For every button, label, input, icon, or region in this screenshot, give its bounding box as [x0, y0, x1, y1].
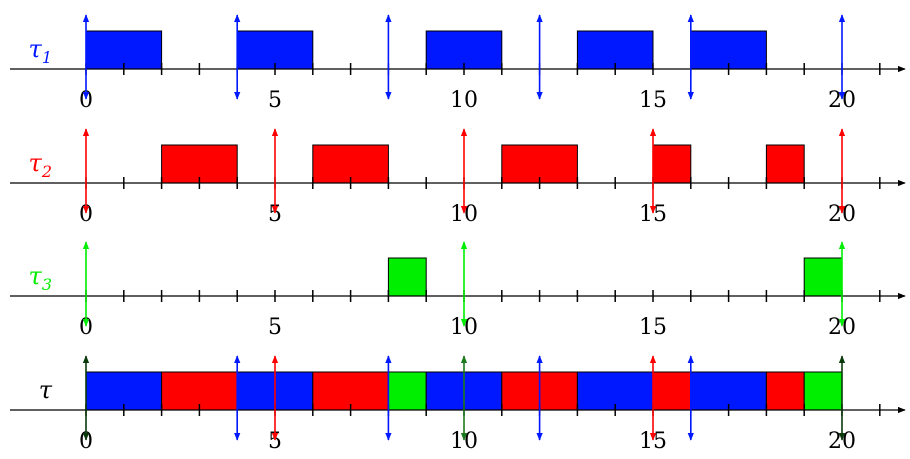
- execution-block: [387, 257, 427, 297]
- tick-label: 5: [268, 315, 282, 340]
- row-label-tau3: τ3: [29, 262, 52, 294]
- label-symbol: τ: [29, 149, 43, 177]
- label-subscript: 3: [42, 275, 52, 294]
- row-tau2: τ20 5 10 15 20: [10, 128, 906, 227]
- execution-block: [236, 30, 314, 70]
- execution-block: [425, 30, 503, 70]
- row-tau1: τ10 5 10 15 20: [10, 14, 906, 113]
- tick-label: 10: [450, 88, 478, 113]
- execution-block: [652, 371, 692, 411]
- execution-block: [576, 30, 654, 70]
- tick-label: 0: [79, 315, 93, 340]
- row-tau: τ0 5 10 15 20: [10, 355, 906, 454]
- label-subscript: 2: [41, 162, 52, 181]
- tick-label: 15: [639, 315, 667, 340]
- label-symbol: τ: [29, 262, 43, 290]
- execution-block: [387, 371, 427, 411]
- execution-block: [161, 144, 238, 184]
- row-label-tau1: τ1: [29, 35, 52, 67]
- execution-block: [803, 371, 843, 411]
- tick-label: 0: [79, 202, 93, 227]
- execution-block: [161, 371, 238, 411]
- tick-label: 5: [268, 88, 282, 113]
- row-tau3: τ30 5 10 15 20: [10, 241, 906, 340]
- tick-label: 0: [79, 88, 93, 113]
- execution-block: [85, 30, 163, 70]
- tick-label: 0: [79, 429, 93, 454]
- row-label-tau: τ: [39, 376, 53, 404]
- tick-label: 5: [268, 429, 282, 454]
- tick-label: 5: [268, 202, 282, 227]
- execution-block: [765, 371, 805, 411]
- execution-block: [765, 144, 805, 184]
- execution-block: [652, 144, 692, 184]
- label-symbol: τ: [39, 376, 53, 404]
- tick-label: 15: [639, 88, 667, 113]
- execution-block: [803, 257, 843, 297]
- label-symbol: τ: [29, 35, 43, 63]
- label-subscript: 1: [42, 48, 52, 67]
- execution-block: [501, 144, 578, 184]
- execution-block: [312, 144, 389, 184]
- row-label-tau2: τ2: [29, 149, 52, 181]
